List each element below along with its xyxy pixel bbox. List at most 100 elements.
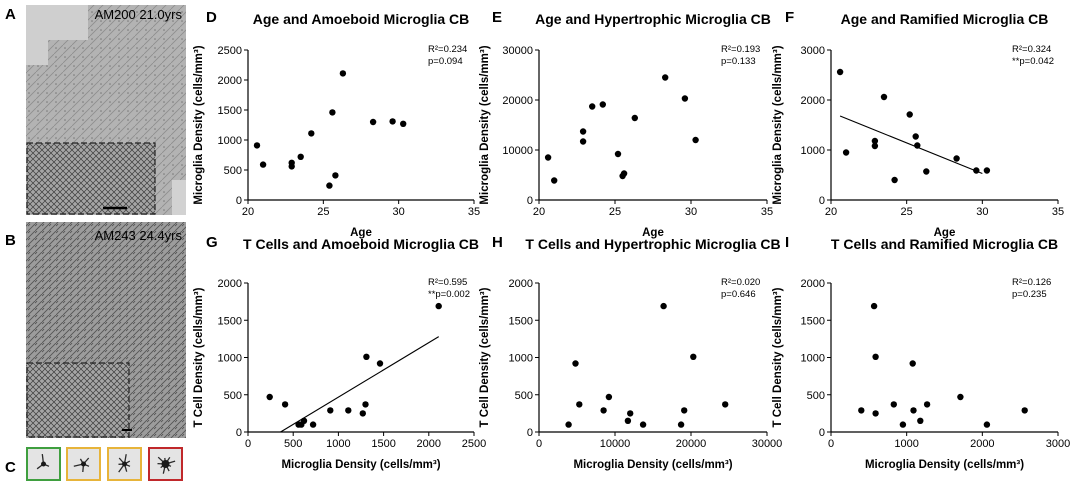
data-point xyxy=(973,167,980,174)
y-tick-label: 1000 xyxy=(218,353,242,365)
micrograph-a-caption: AM200 21.0yrs xyxy=(95,7,183,22)
data-point xyxy=(872,353,879,360)
x-tick-label: 35 xyxy=(761,206,773,218)
morphology-thumbnail-1 xyxy=(26,447,61,481)
stat-p-value: p=0.235 xyxy=(1012,289,1047,300)
panel-a-label: A xyxy=(5,6,16,23)
data-point xyxy=(983,167,991,174)
y-tick-label: 1500 xyxy=(218,315,242,327)
data-point xyxy=(359,410,366,417)
chart-panel-label: H xyxy=(492,234,503,251)
y-tick-label: 1500 xyxy=(509,315,533,327)
y-axis-label: T Cell Density (cells/mm³) xyxy=(479,287,491,427)
data-point xyxy=(363,353,370,360)
data-point xyxy=(600,407,607,414)
stat-p-value: **p=0.002 xyxy=(428,289,470,300)
y-tick-label: 2000 xyxy=(801,95,825,107)
y-tick-label: 10000 xyxy=(502,145,533,157)
data-point xyxy=(253,142,261,149)
data-point xyxy=(957,393,964,401)
x-tick-label: 0 xyxy=(245,438,251,450)
chart-title: Age and Amoeboid Microglia CB xyxy=(253,11,470,27)
panel-c-label: C xyxy=(5,459,16,476)
micrograph-b-inset xyxy=(26,362,130,438)
data-point xyxy=(576,401,583,408)
chart-panel-f: F Age and Ramified Microglia CB 20 25 30 35 0 1… xyxy=(772,9,1064,239)
chart-title: T Cells and Ramified Microglia CB xyxy=(831,236,1058,252)
y-axis-label: Microglia Density (cells/mm³) xyxy=(193,45,205,204)
data-point xyxy=(923,168,930,175)
y-tick-label: 1000 xyxy=(509,353,533,365)
data-point xyxy=(309,421,317,428)
x-tick-label: 1000 xyxy=(326,438,350,450)
data-point xyxy=(572,360,579,367)
x-tick-label: 2000 xyxy=(417,438,441,450)
data-point xyxy=(983,421,991,428)
x-tick-label: 20000 xyxy=(676,438,707,450)
data-point xyxy=(891,176,898,184)
y-tick-label: 0 xyxy=(236,195,242,207)
x-tick-label: 25 xyxy=(609,206,621,218)
x-axis-label: Microglia Density (cells/mm³) xyxy=(573,459,732,471)
x-tick-label: 25 xyxy=(901,206,913,218)
data-point xyxy=(923,401,931,408)
data-point xyxy=(953,155,960,162)
data-point xyxy=(627,410,634,417)
y-tick-label: 500 xyxy=(807,390,825,402)
x-tick-label: 30 xyxy=(393,206,405,218)
stat-r-squared: R²=0.020 xyxy=(721,277,760,288)
data-point xyxy=(899,421,907,428)
x-axis-label: Microglia Density (cells/mm³) xyxy=(865,459,1024,471)
data-point xyxy=(631,114,638,122)
x-tick-label: 30000 xyxy=(752,438,783,450)
micrograph-a-blank-region-3 xyxy=(172,180,186,215)
data-point xyxy=(872,410,879,417)
data-point xyxy=(910,407,917,414)
data-point xyxy=(326,182,333,189)
panel-a-image: A AM200 21.0yrs xyxy=(5,5,186,215)
stat-r-squared: R²=0.595 xyxy=(428,277,467,288)
data-point xyxy=(389,118,396,125)
x-axis-label: Age xyxy=(350,227,372,239)
data-point xyxy=(870,302,878,310)
data-point xyxy=(266,393,273,401)
y-tick-label: 2000 xyxy=(801,278,825,290)
x-tick-label: 2000 xyxy=(970,438,994,450)
y-axis-label: Microglia Density (cells/mm³) xyxy=(772,45,784,204)
chart-title: Age and Hypertrophic Microglia CB xyxy=(535,11,771,27)
data-point xyxy=(300,417,308,424)
chart-panel-label: F xyxy=(785,9,794,26)
stat-r-squared: R²=0.193 xyxy=(721,44,760,55)
y-tick-label: 2000 xyxy=(509,278,533,290)
panel-b-image: B AM243 24.4yrs xyxy=(5,222,186,438)
y-tick-label: 30000 xyxy=(502,45,533,57)
y-tick-label: 0 xyxy=(819,427,825,439)
x-tick-label: 30 xyxy=(685,206,697,218)
y-axis-label: T Cell Density (cells/mm³) xyxy=(772,287,784,427)
x-tick-label: 500 xyxy=(284,438,302,450)
micrograph-a-blank-region-2 xyxy=(48,5,88,40)
data-point xyxy=(842,149,850,156)
micrograph-a-inset xyxy=(26,142,156,215)
y-tick-label: 1000 xyxy=(218,135,242,147)
data-point xyxy=(281,401,289,408)
data-point xyxy=(259,161,267,168)
stat-p-value: **p=0.042 xyxy=(1012,56,1054,67)
chart-panel-i: I T Cells and Ramified Microglia CB 0 1000 2… xyxy=(772,234,1070,471)
data-point xyxy=(297,153,304,160)
data-point xyxy=(605,393,613,401)
y-tick-label: 2500 xyxy=(218,45,242,57)
x-tick-label: 0 xyxy=(828,438,834,450)
x-tick-label: 25 xyxy=(317,206,329,218)
micrograph-b-caption: AM243 24.4yrs xyxy=(95,228,183,243)
data-point xyxy=(400,120,407,128)
panel-c-morphologies: C xyxy=(5,447,183,481)
data-point xyxy=(599,101,606,108)
data-point xyxy=(912,133,919,140)
stat-r-squared: R²=0.234 xyxy=(428,44,467,55)
x-tick-label: 20 xyxy=(825,206,837,218)
cell-body xyxy=(122,461,127,467)
y-tick-label: 2000 xyxy=(218,75,242,87)
x-tick-label: 20 xyxy=(242,206,254,218)
x-tick-label: 2500 xyxy=(462,438,486,450)
